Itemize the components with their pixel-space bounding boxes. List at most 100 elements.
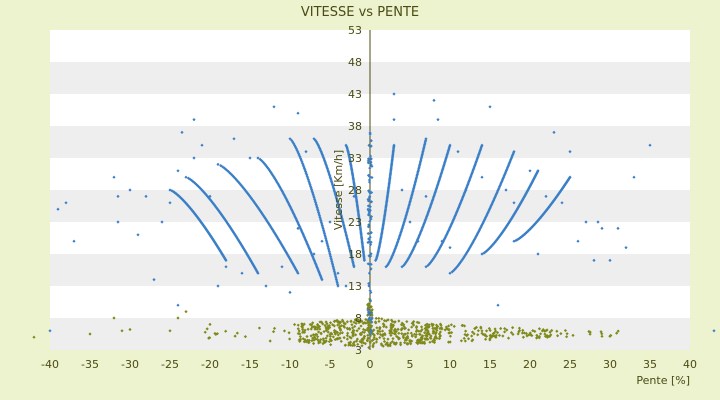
olive-point: [406, 336, 410, 340]
blue-point: [473, 162, 477, 166]
blue-point: [426, 211, 430, 215]
olive-point: [342, 324, 346, 328]
olive-point: [438, 330, 442, 334]
olive-point: [423, 341, 427, 345]
blue-point: [482, 218, 486, 223]
olive-point: [491, 332, 495, 336]
blue-point: [367, 208, 371, 213]
blue-point: [331, 185, 335, 189]
olive-point: [528, 331, 532, 335]
blue-point: [293, 145, 298, 149]
blue-point: [216, 284, 220, 288]
blue-point: [370, 164, 374, 168]
blue-point: [298, 226, 303, 230]
olive-point: [555, 334, 560, 338]
olive-point: [380, 329, 385, 333]
olive-point: [208, 336, 212, 340]
blue-point: [64, 201, 68, 205]
olive-point: [306, 338, 310, 342]
olive-point: [235, 331, 239, 335]
olive-point: [393, 327, 397, 332]
olive-point: [517, 330, 521, 334]
blue-point: [327, 250, 331, 254]
olive-point: [452, 324, 456, 328]
olive-point: [348, 341, 352, 345]
blue-point: [272, 230, 276, 234]
blue-point: [418, 232, 422, 236]
blue-point: [282, 247, 286, 251]
blue-point: [312, 252, 316, 256]
blue-point: [397, 235, 402, 239]
olive-point: [326, 325, 330, 329]
blue-point: [295, 219, 299, 224]
olive-point: [363, 328, 368, 332]
blue-point: [413, 179, 418, 184]
x-tick-label: 0: [367, 358, 374, 371]
olive-point: [389, 326, 393, 330]
blue-point: [488, 105, 492, 109]
olive-point: [346, 331, 350, 335]
olive-point: [543, 334, 548, 338]
blue-point: [264, 284, 268, 288]
blue-point: [291, 210, 295, 214]
blue-point: [320, 278, 324, 282]
blue-point: [369, 330, 373, 334]
x-tick-label: -40: [41, 358, 59, 371]
olive-point: [374, 340, 379, 344]
blue-point: [306, 176, 310, 180]
blue-point: [491, 243, 495, 247]
blue-point: [267, 223, 272, 227]
blue-point: [180, 130, 184, 134]
blue-point: [272, 175, 276, 179]
blue-point: [311, 192, 315, 197]
blue-point: [407, 202, 411, 206]
blue-point: [409, 195, 413, 199]
blue-point: [396, 238, 401, 242]
olive-point: [424, 336, 429, 341]
olive-point: [362, 330, 366, 335]
blue-point: [367, 223, 371, 227]
olive-point: [367, 302, 371, 306]
olive-point: [517, 326, 522, 330]
olive-point: [310, 325, 314, 329]
olive-point: [516, 332, 520, 336]
blue-point: [333, 272, 337, 277]
olive-point: [301, 337, 305, 341]
blue-point: [341, 222, 346, 226]
blue-point: [284, 196, 288, 201]
olive-point: [492, 331, 496, 335]
olive-point: [361, 341, 366, 345]
olive-point: [509, 331, 514, 335]
olive-point: [389, 333, 393, 338]
blue-point: [483, 216, 488, 220]
olive-point: [397, 336, 402, 341]
olive-point: [347, 343, 351, 347]
blue-point: [332, 268, 336, 272]
blue-point: [431, 196, 435, 200]
olive-point: [435, 328, 439, 332]
olive-point: [409, 331, 413, 335]
blue-point: [343, 229, 347, 233]
blue-point: [367, 254, 371, 258]
blue-point: [509, 156, 513, 160]
blue-point: [366, 231, 370, 236]
olive-point: [547, 334, 551, 339]
blue-point: [447, 228, 451, 232]
olive-point: [382, 324, 386, 329]
blue-point: [284, 251, 288, 255]
blue-point: [411, 188, 415, 192]
blue-point: [512, 150, 516, 154]
blue-point: [216, 162, 220, 166]
blue-point: [421, 223, 426, 227]
blue-point: [369, 217, 373, 221]
olive-point: [480, 329, 484, 333]
olive-point: [272, 326, 277, 330]
olive-point: [366, 333, 370, 337]
blue-point: [367, 180, 372, 184]
blue-point: [430, 258, 435, 262]
olive-point: [464, 329, 468, 333]
blue-point: [287, 255, 291, 260]
olive-point: [527, 333, 531, 337]
olive-point: [522, 331, 526, 335]
olive-point: [268, 339, 272, 343]
